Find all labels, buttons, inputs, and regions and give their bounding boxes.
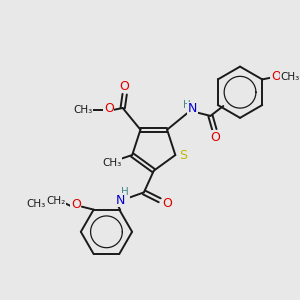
Text: H: H (183, 100, 191, 110)
Text: O: O (104, 103, 114, 116)
Text: H: H (121, 188, 129, 197)
Text: O: O (71, 198, 81, 211)
Text: S: S (179, 148, 187, 161)
Text: O: O (163, 197, 172, 210)
Text: N: N (188, 103, 197, 116)
Text: CH₃: CH₃ (280, 72, 299, 82)
Text: CH₃: CH₃ (102, 158, 121, 168)
Text: CH₂: CH₂ (46, 196, 66, 206)
Text: N: N (116, 194, 125, 207)
Text: CH₃: CH₃ (74, 105, 93, 115)
Text: O: O (211, 131, 220, 144)
Text: CH₃: CH₃ (27, 199, 46, 209)
Text: O: O (120, 80, 130, 93)
Text: O: O (271, 70, 281, 83)
